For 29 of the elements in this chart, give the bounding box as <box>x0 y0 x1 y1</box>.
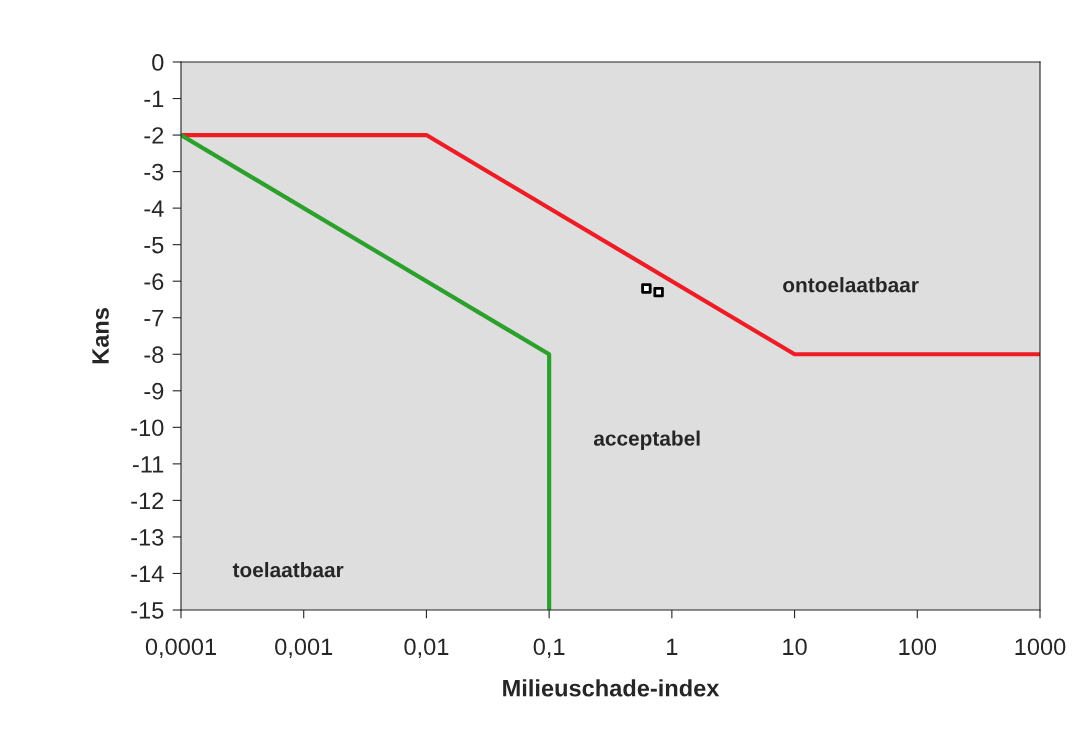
annotation: ontoelaatbaar <box>783 277 919 293</box>
y-tick-label: -2 <box>144 127 164 144</box>
y-tick-label: -4 <box>144 200 164 217</box>
y-tick-label: -3 <box>144 163 164 181</box>
annotation: acceptabel <box>593 430 700 450</box>
x-tick-label: 100 <box>899 638 937 656</box>
y-axis-title: Kans <box>92 308 109 364</box>
y-tick-label: -10 <box>131 419 164 437</box>
x-tick-label: 0,001 <box>275 638 333 658</box>
y-tick-label: -12 <box>131 492 164 509</box>
x-axis-title: Milieuschade-index <box>503 679 720 697</box>
y-tick-label: 0 <box>152 54 164 71</box>
x-tick-label: 10 <box>783 638 807 656</box>
x-tick-label: 1000 <box>1015 638 1066 656</box>
y-tick-label: -6 <box>144 273 164 290</box>
x-tick-label: 0,01 <box>404 638 449 658</box>
y-tick-label: -11 <box>133 456 164 473</box>
y-tick-label: -14 <box>131 565 164 583</box>
y-tick-label: -9 <box>144 382 164 400</box>
y-tick-label: -1 <box>144 90 164 108</box>
y-tick-label: -8 <box>144 346 164 364</box>
annotation: toelaatbaar <box>232 562 344 578</box>
x-tick-label: 0,1 <box>533 638 565 658</box>
x-tick-label: 0,0001 <box>145 638 216 658</box>
y-tick-label: -5 <box>144 236 164 254</box>
x-tick-label: 1 <box>667 638 678 655</box>
y-tick-label: -13 <box>131 529 164 546</box>
y-tick-label: -7 <box>144 310 164 327</box>
y-tick-label: -15 <box>131 602 164 619</box>
